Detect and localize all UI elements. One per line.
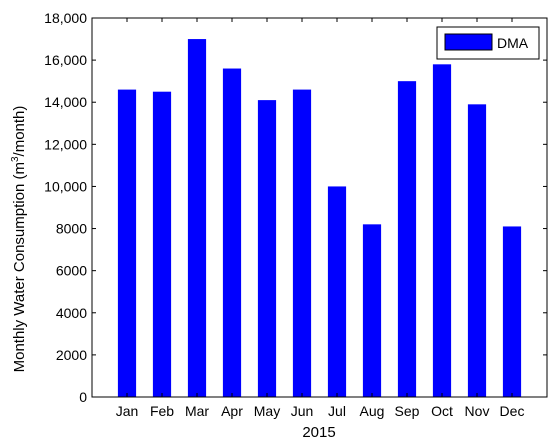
bar-apr [222, 68, 242, 397]
bars-group [117, 39, 522, 398]
x-tick-label: Dec [500, 403, 525, 419]
bar-aug [362, 224, 382, 397]
x-tick-label: Aug [360, 403, 385, 419]
y-axis-title-unit: /month) [11, 106, 28, 157]
legend-swatch [444, 33, 493, 51]
bar-sep [397, 81, 417, 398]
bar-jun [292, 89, 312, 397]
bar-mar [187, 39, 207, 398]
y-tick-label: 12,000 [44, 136, 87, 152]
x-tick-label: Nov [465, 403, 490, 419]
y-tick-label: 16,000 [44, 52, 87, 68]
bar-nov [467, 104, 487, 397]
y-tick-label: 10,000 [44, 178, 87, 194]
legend-label: DMA [497, 35, 529, 51]
x-tick-label: Sep [395, 403, 420, 419]
y-tick-label: 8000 [56, 221, 87, 237]
x-tick-label: May [254, 403, 280, 419]
bar-feb [152, 91, 172, 397]
x-tick-label: Oct [431, 403, 453, 419]
y-axis-title: Monthly Water Consumption (m3/month) [10, 106, 28, 373]
bar-may [257, 100, 277, 398]
x-tick-label: Apr [221, 403, 243, 419]
legend: DMA [436, 26, 540, 60]
plot-frame [91, 17, 548, 398]
y-tick-label: 4000 [56, 305, 87, 321]
bar-jul [327, 186, 347, 397]
y-axis-title-superscript: 3 [10, 156, 21, 162]
y-tick-label: 18,000 [44, 10, 87, 26]
y-tick-label: 0 [79, 389, 87, 405]
y-tick-label: 14,000 [44, 94, 87, 110]
bar-dec [502, 226, 522, 397]
y-tick-label: 6000 [56, 263, 87, 279]
y-axis-title-main: Monthly Water Consumption (m [11, 162, 28, 372]
x-ticks-group: Jan Feb Mar Apr May Jun Jul Aug Sep Oct Nov Dec [116, 18, 525, 419]
x-tick-label: Jan [116, 403, 139, 419]
x-tick-label: Feb [150, 403, 174, 419]
x-tick-label: Jun [291, 403, 314, 419]
y-ticks-group: 0 2000 4000 6000 8000 10,000 12,000 14,000 16,00… [44, 10, 547, 405]
bar-oct [432, 64, 452, 397]
x-tick-label: Mar [185, 403, 209, 419]
bar-jan [117, 89, 137, 397]
y-tick-label: 2000 [56, 347, 87, 363]
x-axis-title: 2015 [302, 424, 335, 441]
x-tick-label: Jul [328, 403, 346, 419]
